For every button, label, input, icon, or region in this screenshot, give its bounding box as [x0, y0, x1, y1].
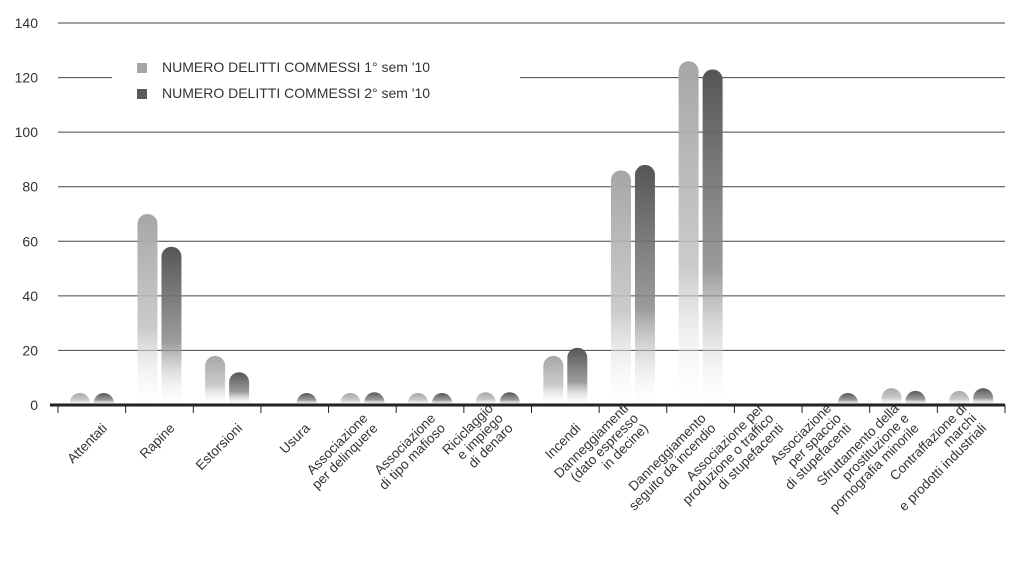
svg-text:Riciclaggioe impiegodi denaro: Riciclaggioe impiegodi denaro [439, 401, 516, 478]
y-tick-label: 120 [15, 70, 39, 86]
svg-text:Attentati: Attentati [64, 421, 110, 467]
svg-text:Usura: Usura [277, 420, 313, 456]
bar-series2-7 [567, 348, 587, 405]
legend-item-series1: NUMERO DELITTI COMMESSI 1° sem '10 [137, 59, 430, 75]
y-tick-label: 20 [22, 342, 38, 358]
x-category-label: Attentati [64, 421, 110, 467]
y-axis-ticks: 0 20 40 60 80 100 120 140 [15, 15, 39, 413]
legend-swatch [137, 63, 147, 73]
bar-series1-7 [543, 356, 563, 405]
legend-item-series2: NUMERO DELITTI COMMESSI 2° sem '10 [137, 85, 430, 101]
x-category-label: Usura [277, 420, 313, 456]
bar-series2-0 [94, 393, 114, 405]
bar-series1-9 [679, 61, 699, 405]
y-tick-label: 80 [22, 179, 38, 195]
x-category-label: Associazioneper delinquere [299, 411, 381, 493]
bar-series2-12 [906, 391, 926, 405]
bar-series1-1 [137, 214, 157, 405]
x-category-label: Estorsioni [193, 421, 246, 474]
legend: NUMERO DELITTI COMMESSI 1° sem '10 NUMERO… [137, 59, 430, 101]
x-axis [50, 405, 1005, 413]
y-tick-label: 100 [15, 124, 39, 140]
bars [70, 61, 993, 405]
bar-series1-4 [340, 393, 360, 405]
bar-series2-6 [500, 392, 520, 405]
x-category-label: Associazioneper spacciodi stupefacenti [762, 401, 854, 493]
bar-series2-1 [161, 247, 181, 405]
bar-series2-8 [635, 165, 655, 405]
y-tick-label: 140 [15, 15, 39, 31]
bar-series1-5 [408, 393, 428, 405]
bar-series2-2 [229, 372, 249, 405]
x-category-label: Associazionedi tipo mafioso [366, 411, 448, 493]
bar-series1-8 [611, 170, 631, 405]
legend-label: NUMERO DELITTI COMMESSI 1° sem '10 [162, 59, 430, 75]
bar-series2-11 [838, 393, 858, 405]
svg-text:Associazioneper spacciodi stup: Associazioneper spacciodi stupefacenti [762, 401, 854, 493]
legend-label: NUMERO DELITTI COMMESSI 2° sem '10 [162, 85, 430, 101]
y-tick-label: 60 [22, 233, 38, 249]
bar-series2-3 [297, 393, 317, 405]
x-category-label: Rapine [137, 421, 178, 462]
bar-series2-9 [703, 69, 723, 405]
svg-text:Rapine: Rapine [137, 421, 178, 462]
x-category-label: Riciclaggioe impiegodi denaro [439, 401, 516, 478]
y-tick-label: 40 [22, 288, 38, 304]
legend-swatch [137, 89, 147, 99]
bar-series2-5 [432, 393, 452, 405]
x-axis-category-labels: Attentati Rapine Estorsioni UsuraAssociazio… [64, 400, 989, 517]
bar-series2-13 [973, 388, 993, 405]
svg-text:Associazionedi tipo mafioso: Associazionedi tipo mafioso [366, 411, 448, 493]
svg-text:Estorsioni: Estorsioni [193, 421, 246, 474]
bar-series1-2 [205, 356, 225, 405]
svg-text:Associazioneper delinquere: Associazioneper delinquere [299, 411, 381, 493]
y-tick-label: 0 [30, 397, 38, 413]
bar-series2-4 [364, 392, 384, 405]
bar-series1-0 [70, 393, 90, 405]
